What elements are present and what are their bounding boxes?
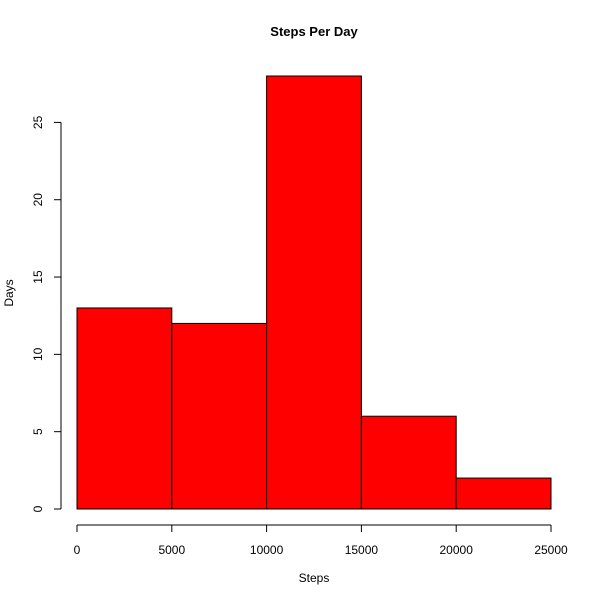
x-tick-label: 20000 xyxy=(440,543,474,557)
x-tick-label: 5000 xyxy=(158,543,185,557)
y-axis: 0 5 10 15 20 25 xyxy=(31,115,62,512)
histogram-bar-4 xyxy=(360,415,457,510)
y-tick-label: 25 xyxy=(31,115,45,129)
x-axis-label: Steps xyxy=(299,571,330,585)
histogram-bar-3 xyxy=(266,75,362,510)
histogram-bar-2 xyxy=(171,322,268,510)
y-tick-label: 0 xyxy=(31,505,45,512)
y-tick-label: 5 xyxy=(31,428,45,435)
y-axis-label: Days xyxy=(2,279,16,306)
chart-title: Steps Per Day xyxy=(270,24,358,39)
y-tick-label: 10 xyxy=(31,347,45,361)
y-tick-label: 15 xyxy=(31,270,45,284)
x-axis: 0 5000 10000 15000 20000 25000 xyxy=(74,524,568,557)
histogram-bar-1 xyxy=(76,307,173,510)
x-tick-label: 0 xyxy=(74,543,81,557)
x-tick-label: 15000 xyxy=(345,543,379,557)
histogram-bar-5 xyxy=(455,477,552,510)
y-tick-label: 20 xyxy=(31,193,45,207)
x-tick-label: 25000 xyxy=(534,543,568,557)
bars-group xyxy=(76,75,552,510)
x-tick-label: 10000 xyxy=(250,543,284,557)
